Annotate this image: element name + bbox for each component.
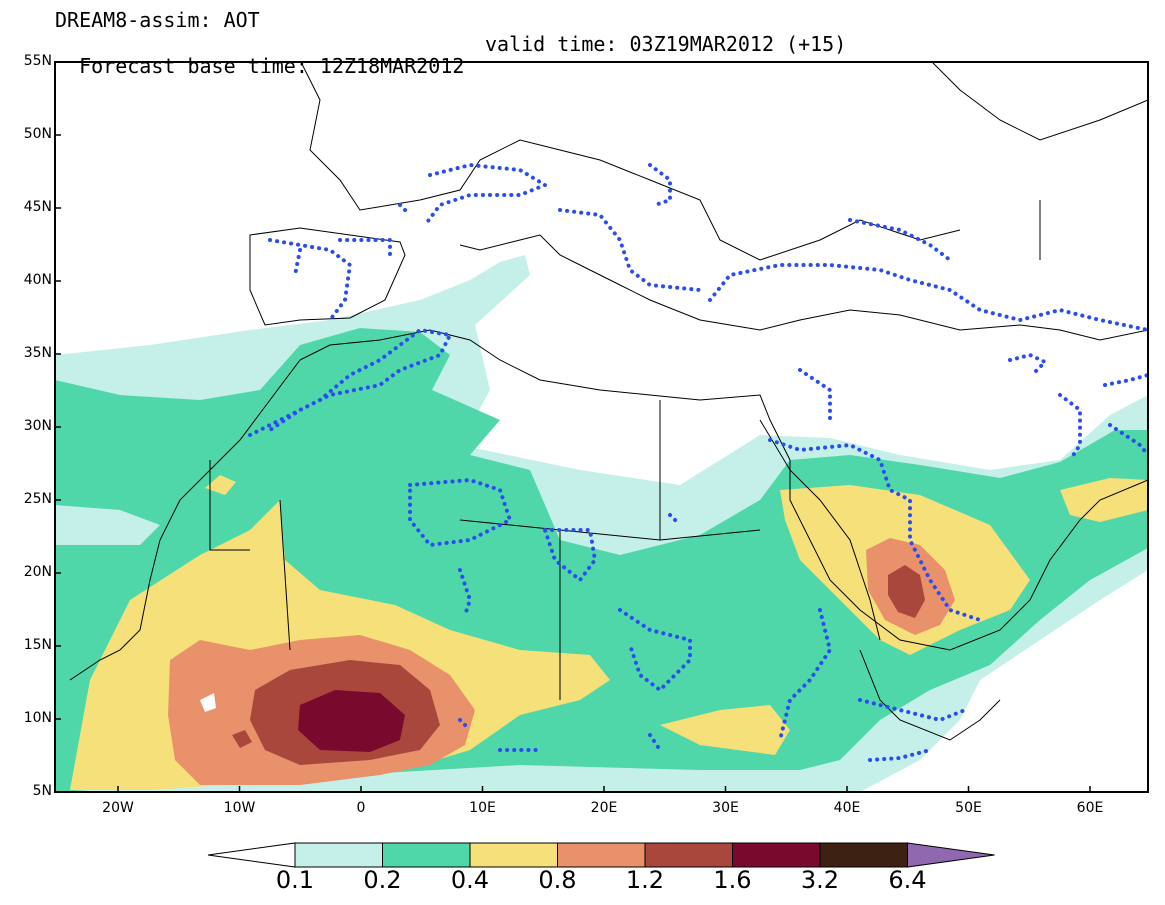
axis-ticks: [55, 61, 1091, 793]
colorbar-segment: [382, 842, 471, 868]
lat-label: 25N: [23, 491, 52, 507]
lon-label: 30E: [712, 800, 739, 816]
forecast-times: Forecast base time: 12Z18MAR2012 valid t…: [55, 33, 846, 99]
coastlines: [69, 62, 1148, 741]
lat-label: 50N: [23, 126, 52, 142]
colorbar-segment: [294, 842, 383, 868]
lat-label: 15N: [23, 637, 52, 653]
base-time-label: Forecast base time: 12Z18MAR2012: [79, 54, 465, 78]
colorbar-label: 3.2: [800, 866, 840, 894]
colorbar-label: 1.2: [625, 866, 665, 894]
valid-time-label: valid time: 03Z19MAR2012 (+15): [485, 32, 847, 56]
lon-label: 50E: [955, 800, 982, 816]
colorbar-over-arrow: [907, 842, 995, 868]
lon-label: 10E: [469, 800, 496, 816]
aod-dotted-contours: [248, 162, 1148, 762]
colorbar-under-arrow: [207, 842, 296, 868]
lat-label: 20N: [23, 564, 52, 580]
lon-label: 10W: [223, 800, 256, 816]
lat-label: 35N: [23, 345, 52, 361]
colorbar-segment: [732, 842, 821, 868]
colorbar-label: 0.8: [538, 866, 577, 894]
colorbar-label: 6.4: [888, 866, 927, 894]
lon-label: 20W: [102, 800, 134, 816]
aot-fields: [55, 255, 1148, 792]
colorbar-segment: [557, 842, 646, 868]
aot-band-1.6: [298, 690, 405, 752]
lon-label: 0: [356, 800, 366, 816]
map-title: DREAM8-assim: AOT: [55, 8, 260, 32]
lon-label: 60E: [1076, 800, 1104, 816]
colorbar-label: 1.6: [713, 866, 752, 894]
colorbar-segment: [819, 842, 908, 868]
lat-label: 5N: [32, 783, 52, 799]
lat-label: 40N: [23, 272, 52, 288]
lat-label: 55N: [23, 53, 52, 69]
lat-label: 45N: [23, 199, 52, 215]
lat-label: 30N: [23, 418, 52, 434]
colorbar-label: 0.4: [450, 866, 490, 894]
colorbar-segment: [644, 842, 733, 868]
colorbar-segment: [469, 842, 558, 868]
lon-label: 20E: [590, 800, 618, 816]
lat-label: 10N: [23, 710, 52, 726]
colorbar-label: 0.1: [275, 866, 315, 894]
colorbar: [207, 842, 995, 868]
lon-label: 40E: [833, 800, 861, 816]
colorbar-label: 0.2: [363, 866, 402, 894]
